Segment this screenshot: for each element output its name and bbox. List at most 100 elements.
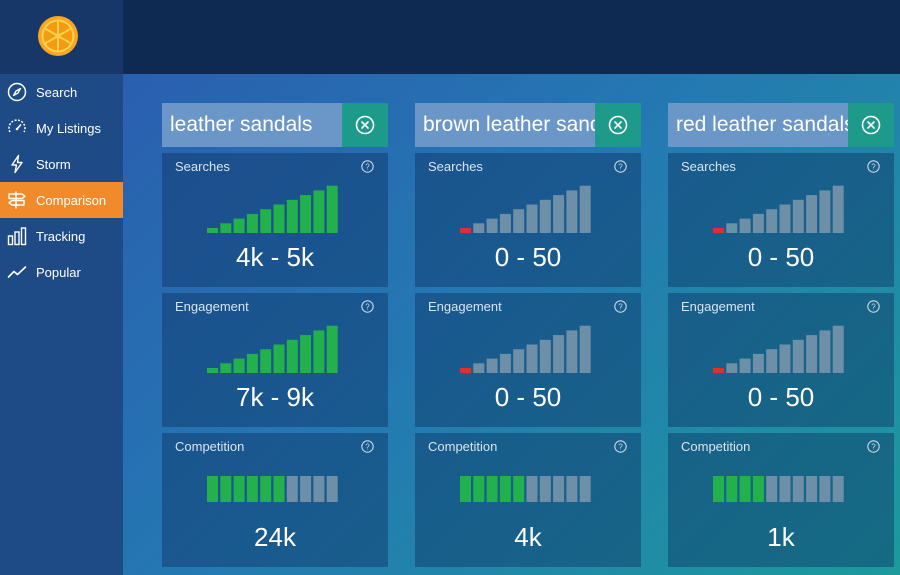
level-bar [526, 476, 538, 502]
logo-area [0, 0, 123, 74]
level-bar [832, 185, 844, 233]
help-icon[interactable]: ? [361, 440, 374, 453]
level-bar [233, 358, 245, 373]
help-icon[interactable]: ? [867, 440, 880, 453]
level-bar [326, 325, 338, 373]
nav-item-storm[interactable]: Storm [0, 146, 123, 182]
level-bar [539, 476, 551, 502]
metric-value: 0 - 50 [494, 242, 562, 272]
keyword-input[interactable] [668, 103, 848, 147]
level-bar [579, 185, 591, 233]
orange-slice-logo-icon[interactable] [37, 15, 79, 57]
nav-label-tracking: Tracking [36, 228, 86, 244]
help-icon[interactable]: ? [614, 160, 627, 173]
signal-bars [713, 185, 847, 233]
level-bar [779, 476, 791, 502]
level-bar [713, 228, 724, 233]
level-bar [553, 335, 565, 373]
comparison-column: Searches ? 0 - 50 Engagement ? 0 - 50 Co… [668, 103, 894, 567]
level-bar [246, 353, 258, 373]
level-bar [246, 213, 258, 233]
level-bar [726, 476, 738, 502]
nav-item-popular[interactable]: Popular [0, 254, 123, 290]
level-bar [207, 228, 218, 233]
signal-bars [207, 185, 341, 233]
metric-value: 4k [514, 522, 542, 552]
level-bar [553, 476, 565, 502]
level-bar [526, 344, 538, 373]
trend-line-icon [7, 262, 27, 282]
level-bar [326, 476, 338, 502]
level-bar [819, 190, 831, 233]
lightning-icon [7, 154, 27, 174]
help-icon[interactable]: ? [614, 300, 627, 313]
metric-card-competition: Competition ? 24k [162, 433, 388, 567]
clear-keyword-button[interactable] [342, 103, 388, 147]
level-bar [539, 199, 551, 233]
level-bar [473, 363, 485, 373]
comparison-column: Searches ? 0 - 50 Engagement ? 0 - 50 Co… [415, 103, 641, 567]
metric-title: Engagement [428, 299, 502, 314]
metric-value: 0 - 50 [747, 382, 815, 412]
level-bar [473, 476, 485, 502]
nav-item-search[interactable]: Search [0, 74, 123, 110]
close-circle-icon [355, 115, 375, 135]
help-icon[interactable]: ? [867, 160, 880, 173]
nav-item-tracking[interactable]: Tracking [0, 218, 123, 254]
metric-title: Engagement [681, 299, 755, 314]
nav-item-comparison[interactable]: Comparison [0, 182, 123, 218]
level-bar [832, 476, 844, 502]
signal-bars [460, 185, 594, 233]
metric-card-competition: Competition ? 1k [668, 433, 894, 567]
keyword-input[interactable] [162, 103, 342, 147]
level-bar [233, 476, 245, 502]
nav-item-my-listings[interactable]: My Listings [0, 110, 123, 146]
level-bar [819, 330, 831, 373]
metric-card-searches: Searches ? 0 - 50 [415, 153, 641, 287]
level-bar [220, 476, 232, 502]
level-bar [246, 476, 258, 502]
clear-keyword-button[interactable] [595, 103, 641, 147]
level-bar [460, 368, 471, 373]
level-bar [207, 476, 218, 502]
help-icon[interactable]: ? [361, 300, 374, 313]
svg-text:?: ? [871, 442, 876, 451]
level-bar [553, 195, 565, 233]
keyword-input[interactable] [415, 103, 595, 147]
level-bar [499, 353, 511, 373]
level-bar [313, 190, 325, 233]
level-bar [326, 185, 338, 233]
svg-text:?: ? [365, 302, 370, 311]
svg-text:?: ? [618, 442, 623, 451]
level-bar [766, 476, 778, 502]
signpost-icon [7, 190, 27, 210]
close-circle-icon [608, 115, 628, 135]
help-icon[interactable]: ? [361, 160, 374, 173]
level-bars [207, 465, 341, 513]
svg-text:?: ? [365, 442, 370, 451]
level-bar [313, 476, 325, 502]
nav-label-storm: Storm [36, 156, 71, 172]
level-bar [539, 339, 551, 373]
svg-text:?: ? [618, 302, 623, 311]
level-bar [220, 363, 232, 373]
help-icon[interactable]: ? [867, 300, 880, 313]
level-bar [739, 358, 751, 373]
level-bar [300, 195, 312, 233]
help-icon[interactable]: ? [614, 440, 627, 453]
metric-title: Competition [175, 439, 245, 454]
level-bar [286, 339, 298, 373]
level-bar [486, 358, 498, 373]
level-bar [806, 335, 818, 373]
level-bar [286, 199, 298, 233]
level-bar [579, 476, 591, 502]
keyword-search-row [415, 103, 641, 147]
nav-label-my-listings: My Listings [36, 120, 102, 136]
sidebar-nav: Search My Listings Storm Comparison Trac… [0, 74, 123, 290]
level-bar [806, 476, 818, 502]
level-bars [713, 465, 847, 513]
level-bar [260, 349, 272, 373]
clear-keyword-button[interactable] [848, 103, 894, 147]
level-bar [792, 199, 804, 233]
svg-text:?: ? [618, 162, 623, 171]
